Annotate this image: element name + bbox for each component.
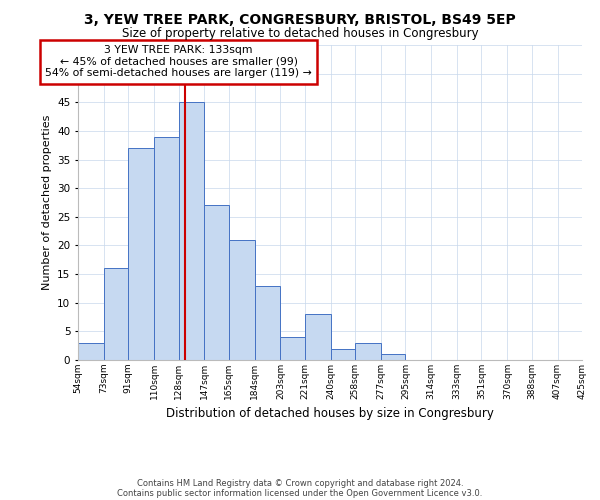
Y-axis label: Number of detached properties: Number of detached properties bbox=[41, 115, 52, 290]
Bar bbox=[381, 354, 406, 360]
X-axis label: Distribution of detached houses by size in Congresbury: Distribution of detached houses by size … bbox=[166, 408, 494, 420]
Bar bbox=[154, 136, 179, 360]
Bar bbox=[331, 348, 355, 360]
Bar bbox=[104, 268, 128, 360]
Bar bbox=[179, 102, 205, 360]
Bar bbox=[78, 343, 104, 360]
Bar bbox=[280, 337, 305, 360]
Text: Size of property relative to detached houses in Congresbury: Size of property relative to detached ho… bbox=[122, 28, 478, 40]
Bar bbox=[305, 314, 331, 360]
Bar bbox=[254, 286, 280, 360]
Text: Contains HM Land Registry data © Crown copyright and database right 2024.: Contains HM Land Registry data © Crown c… bbox=[137, 478, 463, 488]
Bar bbox=[229, 240, 254, 360]
Bar bbox=[355, 343, 381, 360]
Text: 3, YEW TREE PARK, CONGRESBURY, BRISTOL, BS49 5EP: 3, YEW TREE PARK, CONGRESBURY, BRISTOL, … bbox=[84, 12, 516, 26]
Text: Contains public sector information licensed under the Open Government Licence v3: Contains public sector information licen… bbox=[118, 488, 482, 498]
Bar bbox=[205, 206, 229, 360]
Bar bbox=[128, 148, 154, 360]
Text: 3 YEW TREE PARK: 133sqm
← 45% of detached houses are smaller (99)
54% of semi-de: 3 YEW TREE PARK: 133sqm ← 45% of detache… bbox=[45, 45, 312, 78]
